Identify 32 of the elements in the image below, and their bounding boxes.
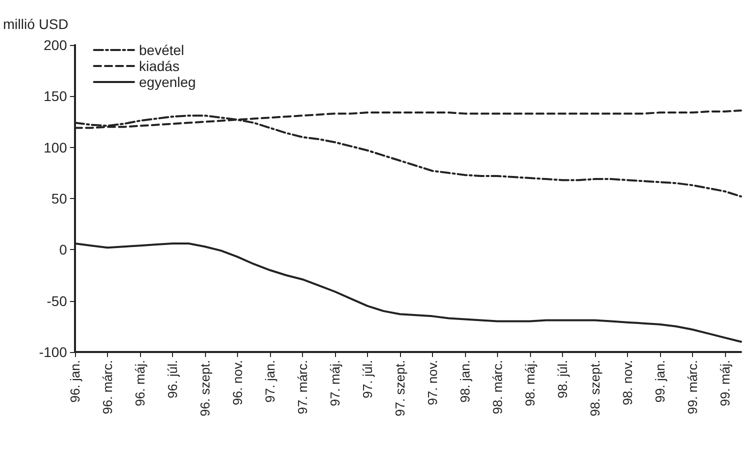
x-tick-label: 99. máj. <box>717 360 732 406</box>
x-tick-label: 97. jan. <box>262 360 278 403</box>
y-tick-label: -100 <box>38 344 68 360</box>
x-tick-label: 96. máj. <box>132 360 148 406</box>
x-tick-label: 97. nov. <box>424 360 440 406</box>
x-tick-label: 98. szept. <box>587 360 602 416</box>
y-tick-label: 100 <box>44 139 68 156</box>
x-tick-label: 99. jan. <box>652 360 668 403</box>
x-tick-label: 96. júl. <box>164 360 180 398</box>
y-tick-label: 200 <box>44 37 68 53</box>
x-tick-label: 98. jan. <box>457 360 472 403</box>
x-tick-label: 97. márc. <box>294 360 310 414</box>
y-tick-label: 150 <box>44 88 68 104</box>
legend-label: egyenleg <box>139 74 196 90</box>
x-tick-label: 97. máj. <box>327 360 342 406</box>
legend-label: bevétel <box>139 42 184 58</box>
x-tick-label: 99. márc. <box>684 360 700 414</box>
x-tick-label: 98. júl. <box>554 360 570 398</box>
x-tick-label: 97. szept. <box>392 360 408 416</box>
y-tick-label: 50 <box>51 190 68 206</box>
x-tick-label: 96. jan. <box>68 360 82 403</box>
legend-label: kiadás <box>139 58 180 74</box>
x-tick-label: 98. márc. <box>490 360 505 414</box>
x-tick-label: 96. szept. <box>197 360 212 416</box>
x-tick-label: 98. nov. <box>620 360 635 406</box>
y-tick-label: 0 <box>59 242 68 258</box>
y-axis-title: millió USD <box>3 16 68 32</box>
y-tick-label: -50 <box>46 292 68 309</box>
x-tick-label: 96. nov. <box>230 360 245 406</box>
x-tick-label: 96. márc. <box>100 360 115 414</box>
x-tick-label: 97. júl. <box>360 360 375 398</box>
x-tick-label: 98. máj. <box>522 360 538 406</box>
